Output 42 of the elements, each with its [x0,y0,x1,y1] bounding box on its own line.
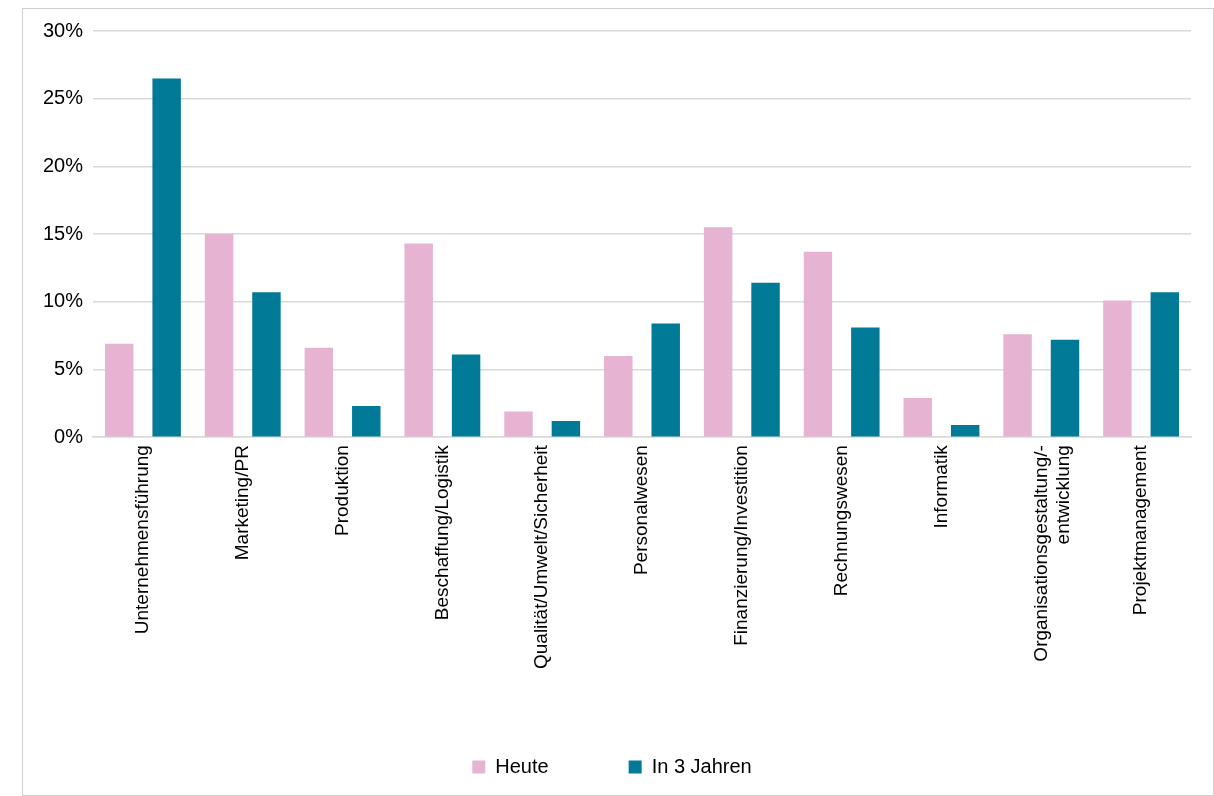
x-tick-label: Unternehmensführung [131,445,153,635]
bar [152,78,181,437]
y-tick-label: 30% [43,18,84,41]
bar [304,347,334,437]
y-tick-label: 5% [54,356,84,379]
x-tick-label: Organisationsgestaltung/- entwicklung [1029,445,1074,662]
bar [404,243,433,437]
legend-label: In 3 Jahren [651,754,752,777]
x-tick-label: Personalwesen [630,445,652,576]
bar [1003,334,1032,437]
bar [105,343,134,437]
bar [1150,292,1180,437]
x-tick-label: Qualität/Umwelt/Sicherheit [530,444,552,670]
bar [751,282,780,437]
x-tick-label: Informatik [929,444,951,529]
x-tick-label: Produktion [330,445,352,536]
x-tick-label: Finanzierung/Investition [730,445,752,646]
bar [1050,339,1080,437]
y-tick-label: 15% [43,221,84,244]
legend-label: Heute [495,754,549,777]
x-tick-label: Beschaffung/Logistik [430,444,452,621]
y-tick-label: 0% [54,424,84,447]
bar [651,323,680,437]
bar [950,424,980,437]
bar [1103,300,1132,437]
x-tick-label: Rechnungswesen [829,445,851,597]
bar [851,327,880,437]
bar [903,397,932,437]
bar [252,292,281,437]
y-tick-label: 20% [43,153,84,176]
x-tick-label: Marketing/PR [230,445,252,561]
bar [604,355,633,437]
bar [703,227,733,437]
bar [451,354,481,437]
bar [204,234,234,437]
y-tick-label: 25% [43,86,84,109]
bar [504,411,533,437]
y-tick-label: 10% [43,289,84,312]
bar [352,406,381,437]
bar [551,420,581,437]
bar [803,251,833,437]
x-tick-label: Projektmanagement [1129,444,1151,616]
